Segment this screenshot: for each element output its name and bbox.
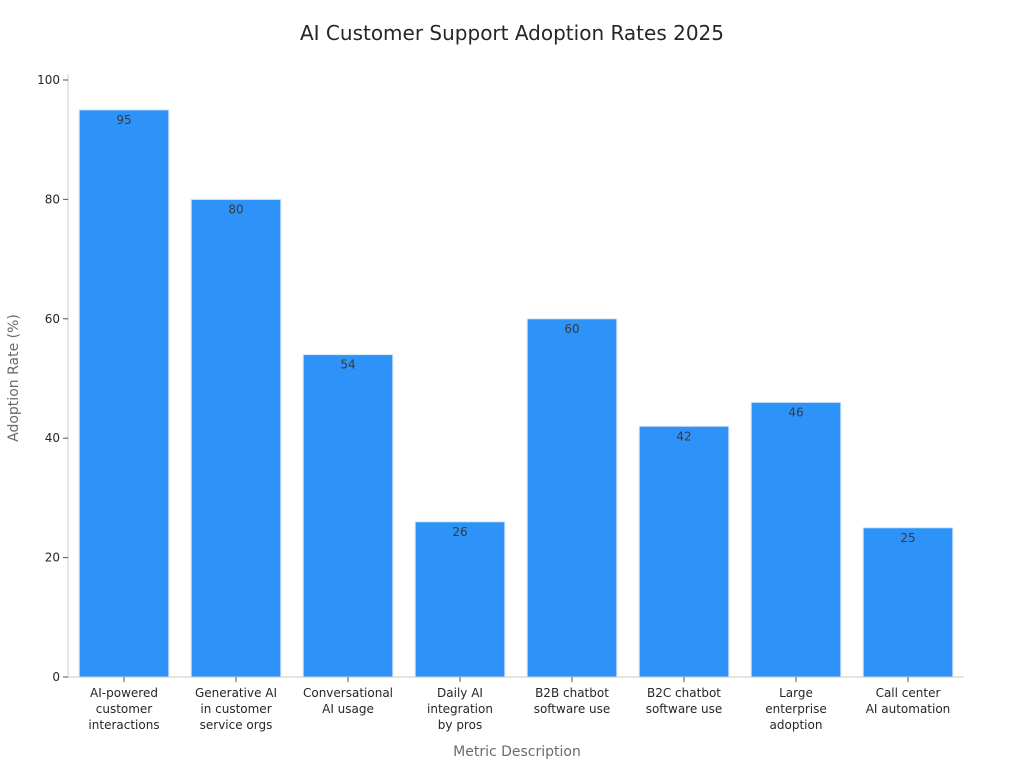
x-tick-label: adoption (770, 718, 823, 732)
y-tick-label: 60 (45, 312, 60, 326)
y-axis-label: Adoption Rate (%) (6, 314, 22, 442)
bar (862, 527, 954, 678)
bar-value-label: 80 (228, 202, 243, 216)
x-axis-label: Metric Description (453, 744, 581, 760)
x-tick-label: software use (646, 702, 723, 716)
x-tick-label: Large (779, 686, 813, 700)
bar-value-label: 60 (564, 322, 579, 336)
x-tick-label: enterprise (765, 702, 827, 716)
chart-title: AI Customer Support Adoption Rates 2025 (300, 21, 724, 45)
x-tick-label: software use (534, 702, 611, 716)
bars-group: 95 80 54 26 60 42 46 25 (78, 109, 954, 678)
bar (750, 401, 842, 678)
x-tick-label: Conversational (303, 686, 393, 700)
bar (638, 425, 730, 678)
y-tick-label: 20 (45, 551, 60, 565)
bar (190, 198, 282, 678)
bar (78, 109, 170, 678)
x-tick-label: AI-powered (90, 686, 158, 700)
x-tick-label: interactions (88, 718, 159, 732)
x-tick-label: service orgs (200, 718, 273, 732)
x-tick-label: Generative AI (195, 686, 277, 700)
x-tick-label: B2B chatbot (535, 686, 609, 700)
bar-value-label: 42 (676, 429, 691, 443)
bar-value-label: 25 (900, 531, 915, 545)
bar (526, 318, 618, 678)
x-tick-label: AI automation (866, 702, 951, 716)
bar-value-label: 26 (452, 525, 467, 539)
x-tick-label: AI usage (322, 702, 374, 716)
y-tick-label: 0 (52, 670, 60, 684)
x-tick-label: Call center (876, 686, 941, 700)
bar-value-label: 54 (340, 358, 355, 372)
x-tick-label: by pros (438, 718, 482, 732)
y-tick-label: 80 (45, 192, 60, 206)
bar (302, 354, 394, 678)
x-tick-label: Daily AI (437, 686, 483, 700)
x-axis: AI-powered customer interactions Generative… (68, 676, 964, 732)
x-tick-label: B2C chatbot (647, 686, 721, 700)
x-tick-label: customer (96, 702, 153, 716)
x-tick-label: in customer (200, 702, 271, 716)
bar-value-label: 46 (788, 405, 803, 419)
bar-value-label: 95 (116, 113, 131, 127)
y-axis: 0 20 40 60 80 100 (37, 73, 69, 684)
y-tick-label: 40 (45, 431, 60, 445)
x-tick-label: integration (427, 702, 493, 716)
bar (414, 521, 506, 678)
y-tick-label: 100 (37, 73, 60, 87)
